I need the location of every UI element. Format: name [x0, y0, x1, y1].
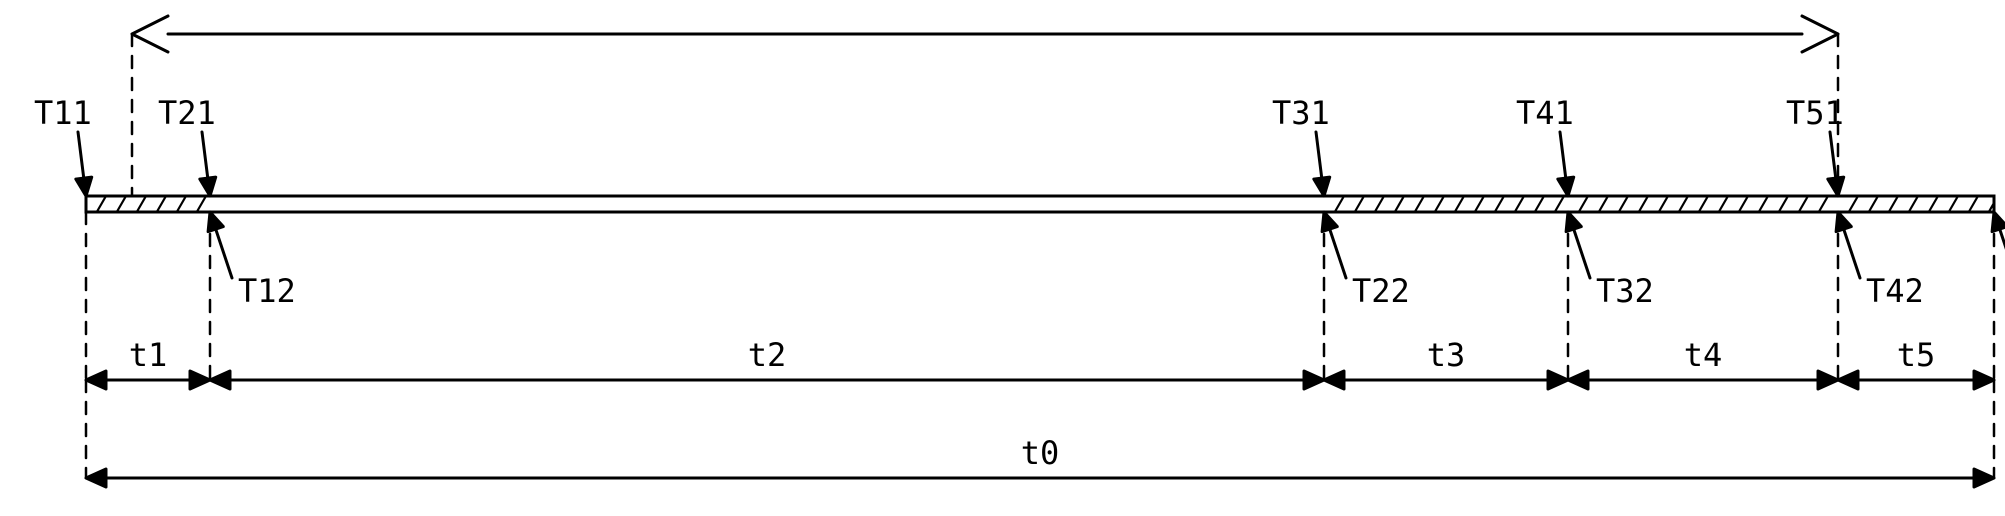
dim-t1: t1	[129, 336, 168, 374]
label-T42: T42	[1866, 272, 1924, 310]
label-T11: T11	[34, 94, 92, 132]
timing-diagram: T11T21T31T41T51T12T22T32T42T52t1t2t3t4t5…	[0, 0, 2005, 516]
dim-t2: t2	[748, 336, 787, 374]
label-T22: T22	[1352, 272, 1410, 310]
dim-t3: t3	[1427, 336, 1466, 374]
label-T31: T31	[1272, 94, 1330, 132]
dim-t4: t4	[1684, 336, 1723, 374]
dim-t5: t5	[1897, 336, 1936, 374]
label-T12: T12	[238, 272, 296, 310]
label-T21: T21	[158, 94, 216, 132]
label-T41: T41	[1516, 94, 1574, 132]
label-T32: T32	[1596, 272, 1654, 310]
dim-t0: t0	[1021, 434, 1060, 472]
label-T51: T51	[1786, 94, 1844, 132]
